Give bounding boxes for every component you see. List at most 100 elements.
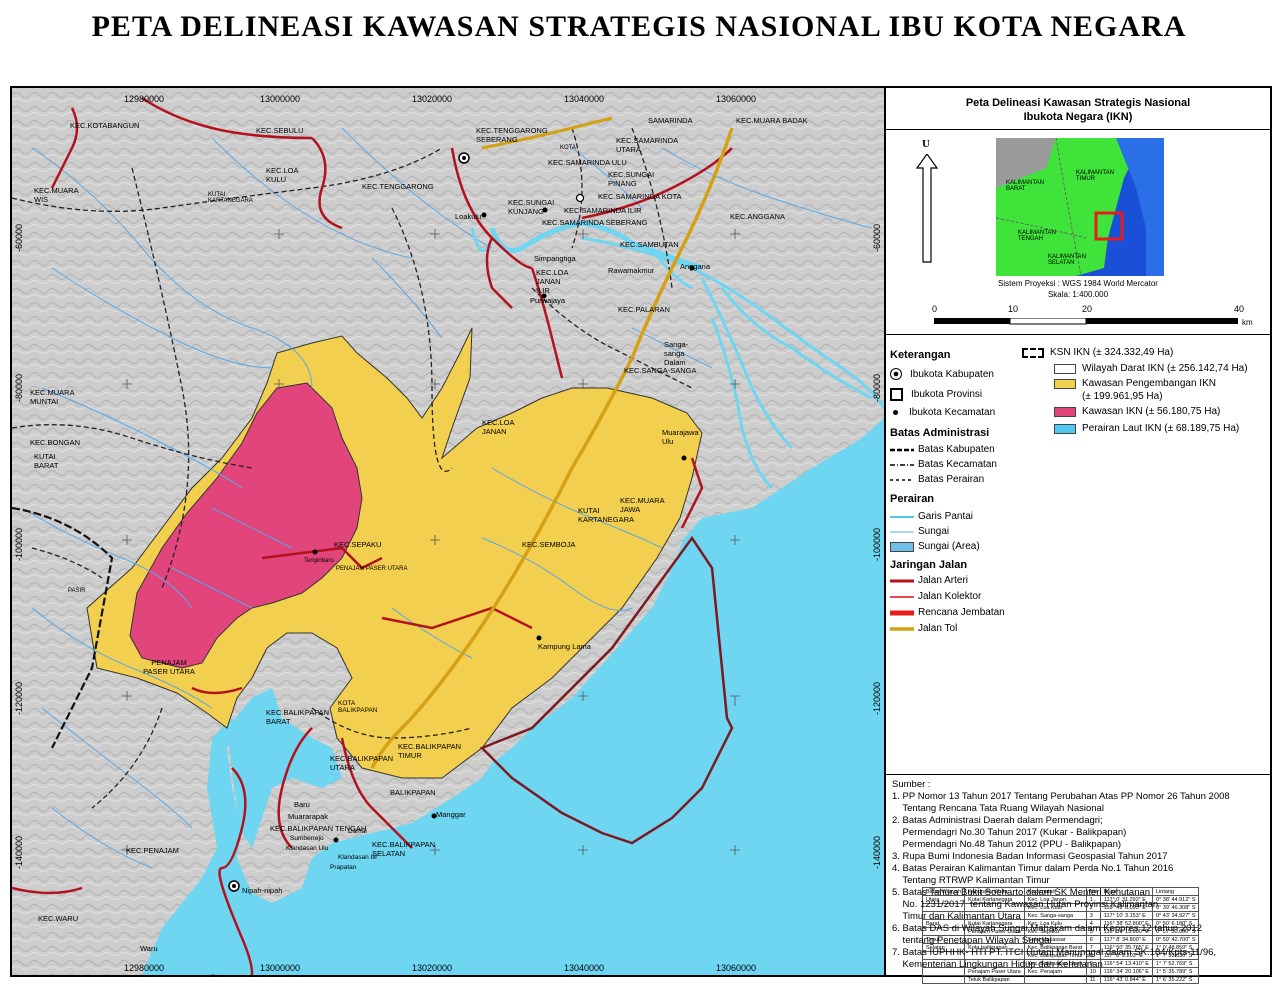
place-label: KEC.SAMARINDA SEBERANG xyxy=(542,218,648,227)
ksn-sea-boundary xyxy=(479,535,734,845)
inset-map xyxy=(996,138,1164,276)
legend-item: Rencana Jembatan xyxy=(890,607,1005,618)
place-label: Damai xyxy=(348,828,367,835)
balikpapan-bay xyxy=(227,688,342,848)
source-line: tentang Penetapan Wilayah Sungai xyxy=(892,935,1052,946)
place-label: KEC.TENGGARONG SEBERANG xyxy=(476,126,548,144)
sources-box: Sumber : 1. PP Nomor 13 Tahun 2017 Tenta… xyxy=(886,775,1270,975)
arterial-road-icon xyxy=(890,579,914,582)
place-label: Prapatan xyxy=(330,864,357,871)
source-line: 1. PP Nomor 13 Tahun 2017 Tentang Peruba… xyxy=(892,791,1230,802)
place-label: Tenginbaru xyxy=(304,558,334,564)
waters-line-icon xyxy=(890,478,914,481)
grid-label-left: -120000 xyxy=(14,682,24,716)
table-row: Teluk Balikpapan 11 116° 43' 0.844" E 1° 6'… xyxy=(921,975,1200,984)
sources-list: 1. PP Nomor 13 Tahun 2017 Tentang Peruba… xyxy=(892,791,1230,971)
sidebar-subtitle: Ibukota Negara (IKN) xyxy=(1023,111,1133,123)
legend-box: Keterangan Ibukota Kabupaten Ibukota Pro… xyxy=(886,335,1270,984)
legend-label: Ibukota Kecamatan xyxy=(909,407,996,418)
legend-label: Kawasan IKN (± 56.180,75 Ha) xyxy=(1082,406,1221,417)
planned-bridge-icon xyxy=(890,610,914,615)
legend-item: Perairan Laut IKN (± 68.189,75 Ha) xyxy=(1054,423,1239,434)
toll-road xyxy=(370,127,734,769)
legend-item: Wilayah Darat IKN (± 256.142,74 Ha) xyxy=(1054,363,1248,374)
place-label: KEC.BALIKPAPAN TENGAH xyxy=(270,824,367,833)
legend-item: Ibukota Kecamatan xyxy=(890,407,995,418)
place-label: KEC.PALARAN xyxy=(618,305,670,314)
development-zone xyxy=(86,327,703,779)
inset-and-scale: U KALIMANTAN BARAT KALIMANTAN TIMUR KALI… xyxy=(886,130,1270,335)
legend-label: Garis Pantai xyxy=(918,511,974,522)
scalebar xyxy=(934,318,1238,325)
map-sidebar: Peta Delineasi Kawasan Strategis Nasiona… xyxy=(884,88,1270,984)
legend-item: Sungai (Area) xyxy=(890,541,980,552)
kecamatan-capital-icon xyxy=(893,410,898,415)
kabupaten-capitals xyxy=(228,152,470,892)
legend-admin-heading: Batas Administrasi xyxy=(890,427,990,439)
grid-label-bottom: 13060000 xyxy=(716,963,757,973)
table-cell: 1° 6' 35.222" S xyxy=(1151,975,1200,984)
place-label: KEC.SUNGAI KUNJANG xyxy=(508,198,555,216)
coastline-icon xyxy=(890,515,914,518)
legend-item: Batas Kabupaten xyxy=(890,444,995,455)
sources-heading: Sumber : xyxy=(892,779,931,790)
inset-label: KALIMANTAN SELATAN xyxy=(1048,254,1086,266)
place-label: Rawamakmur xyxy=(608,266,655,275)
place-label: KEC.WARU xyxy=(38,914,79,923)
inset-label: KALIMANTAN TIMUR xyxy=(1076,170,1114,182)
arterial-roads xyxy=(12,96,733,975)
legend-label: Batas Perairan xyxy=(918,474,985,485)
grid-label-left: -140000 xyxy=(14,836,24,870)
ikn-swatch xyxy=(1054,406,1076,417)
place-label: KEC.SAMARINDA ILIR xyxy=(564,206,642,215)
grid-label-left: -60000 xyxy=(14,224,24,253)
place-label: KEC.MUARA JAWA xyxy=(620,496,665,514)
grid-label-right: -100000 xyxy=(872,528,882,562)
place-label: KEC.MUARA BADAK xyxy=(736,116,808,125)
place-label: BALIKPAPAN xyxy=(390,788,436,797)
inset-deep-sea xyxy=(1116,138,1164,276)
place-label: Loakulu xyxy=(455,212,482,221)
place-label: PENAJAM PASER UTARA xyxy=(336,566,408,572)
table-row: Penajam Paser Utara Kec. Sepaku 5 116° 34' … xyxy=(921,927,1200,936)
place-label: KEC.LOA JANAN xyxy=(482,418,515,436)
legend-item: Ibukota Provinsi xyxy=(890,388,982,401)
source-line: Kementerian Lingkungan Hidup dan Kehutan… xyxy=(892,959,1103,970)
legend-label: KSN IKN (± 324.332,49 Ha) xyxy=(1050,347,1174,358)
legend-item: Kawasan Pengembangan IKN xyxy=(1054,378,1216,389)
legend-item: Garis Pantai xyxy=(890,511,973,522)
place-label: Manggar xyxy=(436,810,466,819)
grid-label-bottom: 12980000 xyxy=(124,963,165,973)
land-swatch xyxy=(1054,363,1076,374)
toll-road-icon xyxy=(890,626,914,631)
place-label: KEC.SUNGAI PINANG xyxy=(608,170,655,188)
sea-swatch xyxy=(1054,423,1076,434)
legend-water-heading: Perairan xyxy=(890,493,935,505)
grid-label-right: -80000 xyxy=(872,374,882,403)
admin-boundaries xyxy=(12,127,693,809)
map-title: PETA DELINEASI KAWASAN STRATEGIS NASIONA… xyxy=(91,10,1187,43)
place-label: KEC.PENAJAM xyxy=(126,846,179,855)
table-cell: 11 xyxy=(1085,975,1101,984)
place-label: Sanga-sanga Dalam xyxy=(664,340,689,367)
map-canvas[interactable]: 12980000 13000000 13020000 13040000 1306… xyxy=(12,88,884,975)
place-label: PENAJAM PASER UTARA xyxy=(143,658,195,676)
place-label: KEC.SANGA-SANGA xyxy=(624,366,697,375)
place-label: KEC.BALIKPAPAN TIMUR xyxy=(398,742,462,760)
scalebar-tick: 0 xyxy=(932,304,938,314)
kabupaten-capital-icon xyxy=(890,368,902,380)
scalebar-tick: 40 xyxy=(1234,304,1245,314)
legend-road-heading: Jaringan Jalan xyxy=(890,559,968,571)
grid-label-top: 13020000 xyxy=(412,94,453,104)
inset-label: KALIMANTAN BARAT xyxy=(1006,180,1044,192)
sidebar-title-box: Peta Delineasi Kawasan Strategis Nasiona… xyxy=(886,88,1270,130)
legend-label-cont: (± 199.961,95 Ha) xyxy=(1082,391,1163,402)
legend-label: Perairan Laut IKN (± 68.189,75 Ha) xyxy=(1082,423,1240,434)
legend-label: Sungai xyxy=(918,526,950,537)
source-line: 3. Rupa Bumi Indonesia Badan Informasi G… xyxy=(892,851,1168,862)
place-label: KEC.BALIKPAPAN SELATAN xyxy=(372,840,436,858)
grid-label-right: -120000 xyxy=(872,682,882,716)
ksn-swatch xyxy=(1022,347,1044,358)
place-label: Muarajawa Ulu xyxy=(662,428,699,446)
place-label: SAMARINDA xyxy=(648,116,693,125)
